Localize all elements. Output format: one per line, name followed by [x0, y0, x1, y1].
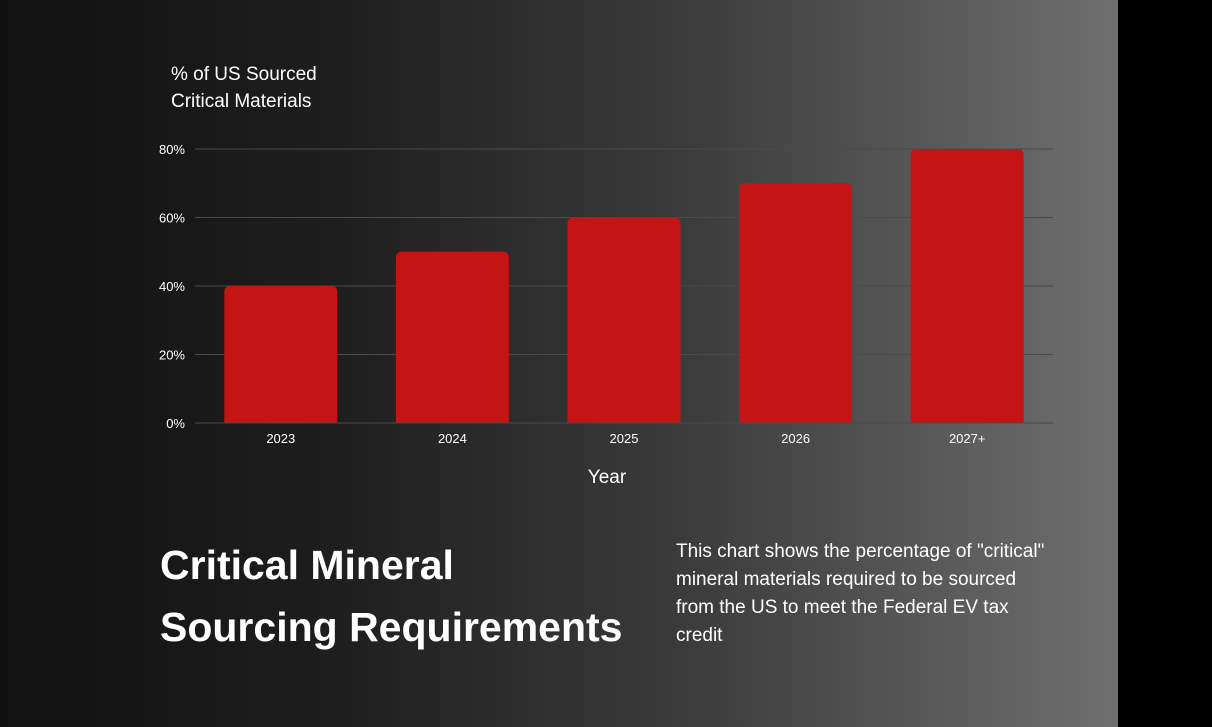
- bar-2025: [567, 217, 681, 423]
- x-tick-label: 2027+: [949, 431, 986, 446]
- page-title: Critical Mineral Sourcing Requirements: [160, 534, 660, 658]
- bar-2027+: [910, 149, 1024, 423]
- y-axis-label-line-1: % of US Sourced: [171, 64, 317, 85]
- x-tick-label: 2026: [781, 431, 810, 446]
- y-axis-label-line-2: Critical Materials: [171, 91, 312, 112]
- bar-2026: [739, 183, 853, 423]
- y-tick-label: 60%: [159, 211, 185, 226]
- x-tick-label: 2025: [610, 431, 639, 446]
- x-axis-label: Year: [588, 467, 627, 488]
- chart-description: This chart shows the percentage of "crit…: [676, 541, 1045, 646]
- page-title-line-1: Critical Mineral: [160, 542, 454, 588]
- bar-2023: [224, 286, 338, 423]
- y-tick-label: 80%: [159, 142, 185, 157]
- bar-2024: [395, 251, 509, 423]
- y-tick-label: 20%: [159, 348, 185, 363]
- page-title-line-2: Sourcing Requirements: [160, 604, 623, 650]
- y-axis-label: % of US Sourced Critical Materials: [171, 61, 371, 115]
- y-tick-label: 40%: [159, 279, 185, 294]
- x-tick-label: 2023: [266, 431, 295, 446]
- y-tick-label: 0%: [166, 416, 185, 431]
- right-margin: [1118, 0, 1212, 727]
- bar-chart: 0% 20% 40% 60% 80% 2023 2024 2025 2026 2027+ Year: [159, 142, 1053, 488]
- x-tick-label: 2024: [438, 431, 467, 446]
